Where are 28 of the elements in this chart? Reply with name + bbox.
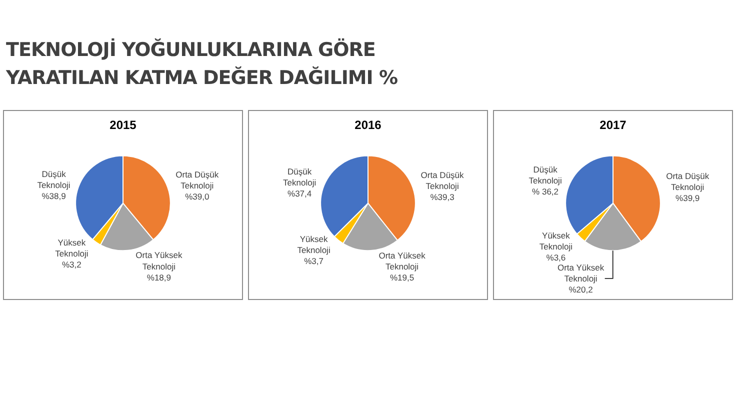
slice-label: Yüksek Teknoloji bbox=[539, 230, 573, 252]
slice-label: Yüksek Teknoloji bbox=[55, 237, 88, 258]
slice-label: Orta Yüksek Teknoloji bbox=[378, 250, 426, 272]
slice-label: Düşük Teknoloji bbox=[528, 164, 562, 186]
data-label: %39,9 bbox=[676, 192, 700, 203]
slice-label: Orta Düşük Teknoloji bbox=[420, 170, 465, 191]
slice-label: Orta Yüksek Teknoloji bbox=[557, 262, 605, 284]
data-label: %39,0 bbox=[185, 191, 210, 202]
slice-label: Orta Düşük Teknoloji bbox=[666, 170, 710, 192]
chart-title: 2017 bbox=[600, 118, 627, 132]
data-label: %20,2 bbox=[568, 284, 594, 295]
data-label: %37,4 bbox=[288, 188, 312, 199]
slice-label: Düşük Teknoloji bbox=[37, 169, 70, 190]
data-label: %19,5 bbox=[390, 272, 414, 283]
slice-label: Orta Düşük Teknoloji bbox=[176, 169, 220, 190]
slice-label: Düşük Teknoloji bbox=[283, 166, 316, 188]
slice-label: Orta Yüksek Teknoloji bbox=[136, 250, 183, 272]
slice-label: Yüksek Teknoloji bbox=[297, 234, 330, 256]
chart-title: 2015 bbox=[110, 118, 137, 132]
data-label: %18,9 bbox=[146, 272, 172, 282]
chart-title: 2016 bbox=[354, 118, 382, 132]
data-label: %3,7 bbox=[304, 256, 324, 266]
data-label: %3,2 bbox=[62, 259, 82, 270]
data-label: %3,6 bbox=[546, 252, 566, 262]
data-label: %38,9 bbox=[42, 191, 66, 202]
data-label: %39,3 bbox=[430, 192, 455, 202]
data-label: % 36,2 bbox=[532, 186, 559, 197]
text: TEKNOLOJİ YOĞUNLUKLARINA GÖRE YARATILAN KATMA DEĞER DAĞILIMI % bbox=[6, 37, 399, 91]
